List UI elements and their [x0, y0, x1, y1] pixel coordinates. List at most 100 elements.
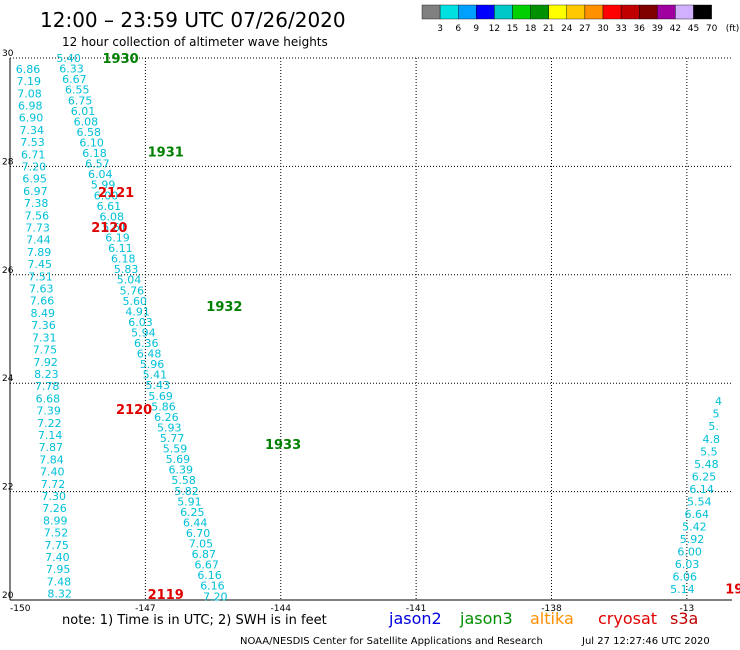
wave-height-value: 6.10 [79, 137, 104, 150]
wave-height-value: 6.90 [19, 112, 44, 125]
wave-height-value: 5.61 [102, 221, 127, 234]
wave-height-value: 5.42 [682, 521, 707, 534]
wave-height-value: 5.54 [687, 495, 712, 508]
colorbar-swatch [620, 4, 640, 20]
colorbar-tick-label: 70 [706, 24, 718, 34]
wave-height-value: 5.69 [148, 390, 173, 403]
colorbar-tick-label: 15 [507, 24, 518, 34]
wave-height-value: 6.86 [16, 63, 41, 76]
wave-height-value: 6.03 [675, 558, 700, 571]
colorbar-swatch [602, 4, 622, 20]
wave-height-value: 5.96 [140, 358, 165, 371]
grid [10, 57, 732, 601]
wave-height-value: 6.14 [689, 483, 714, 496]
colorbar-tick-label: 30 [597, 24, 609, 34]
wave-height-value: 7.63 [29, 283, 54, 296]
wave-height-value: 6.95 [22, 173, 47, 186]
wave-height-value: 5.14 [670, 583, 695, 596]
wave-height-value: 7.26 [42, 502, 67, 515]
colorbar-swatch [476, 4, 495, 20]
wave-height-value: 7.75 [44, 539, 69, 552]
wave-height-value: 7.36 [31, 319, 56, 332]
wave-height-value: 8.49 [30, 307, 55, 320]
wave-height-value: 5.5 [700, 445, 718, 458]
wave-height-value: 6.16 [197, 569, 222, 582]
wave-height-value: 7.84 [39, 453, 64, 466]
colorbar-unit: (ft) [726, 24, 740, 34]
x-tick-label: -138 [541, 604, 562, 614]
wave-height-value: 6.33 [59, 63, 84, 76]
wave-height-value: 7.95 [46, 563, 71, 576]
pass-time-label: 1932 [206, 300, 242, 315]
wave-height-value: 7.66 [30, 295, 55, 308]
wave-height-value: 6.19 [105, 231, 130, 244]
colorbar-swatch [512, 4, 531, 20]
y-tick-label: 28 [2, 157, 14, 167]
wave-height-value: 6.97 [23, 185, 48, 198]
wave-height-value: 5.99 [91, 179, 116, 192]
wave-height-value: 6.57 [85, 158, 110, 171]
wave-height-value: 7.44 [26, 234, 51, 247]
pass-time-label: 1930 [103, 52, 139, 67]
wave-height-value: 6.08 [100, 210, 125, 223]
colorbar-tick-label: 6 [455, 24, 461, 34]
colorbar-tick-label: 27 [579, 24, 590, 34]
footer-credit: NOAA/NESDIS Center for Satellite Applica… [240, 636, 543, 647]
colorbar-swatch [693, 4, 712, 20]
wave-height-value: 8.99 [43, 514, 68, 527]
pass-time-label: 19 [725, 583, 740, 598]
wave-height-value: 7.89 [27, 246, 52, 259]
colorbar-swatch [675, 4, 694, 20]
wave-height-value: 6.18 [111, 253, 136, 266]
wave-height-value: 5 [713, 408, 720, 421]
wave-height-value: 7.34 [19, 124, 44, 137]
wave-height-value: 5.92 [680, 533, 705, 546]
wave-height-value: 7.20 [203, 590, 228, 603]
legend-item-cryosat: cryosat [598, 609, 657, 628]
wave-height-value: 5.04 [117, 274, 142, 287]
wave-height-value: 6.11 [108, 242, 133, 255]
wave-height-value: 7.05 [189, 538, 214, 551]
x-tick-label: -147 [135, 604, 155, 614]
wave-height-value: 7.87 [39, 441, 64, 454]
wave-height-values: 5.406.336.676.556.756.016.086.586.106.18… [16, 52, 722, 603]
wave-height-value: 5.83 [114, 263, 139, 276]
wave-height-value: 5.82 [174, 485, 199, 498]
wave-height-value: 5.69 [166, 453, 191, 466]
wave-height-value: 7.39 [36, 405, 61, 418]
wave-height-value: 6.01 [71, 105, 96, 118]
wave-height-value: 6.00 [677, 546, 702, 559]
colorbar-tick-label: 36 [633, 24, 645, 34]
wave-height-value: 6.71 [21, 148, 46, 161]
wave-height-value: 7.45 [28, 258, 53, 271]
wave-height-value: 6.03 [128, 316, 153, 329]
x-tick-label: -141 [406, 604, 426, 614]
colorbar-tick-label: 21 [543, 24, 554, 34]
wave-height-value: 6.70 [186, 527, 211, 540]
x-tick-label: -150 [10, 604, 31, 614]
wave-height-value: 5.91 [177, 495, 202, 508]
pass-time-label: 1931 [148, 145, 184, 160]
wave-height-value: 7.56 [25, 209, 50, 222]
colorbar-tick-label: 9 [473, 24, 479, 34]
pass-time-label: 2121 [98, 186, 134, 201]
wave-height-value: 6.67 [194, 559, 219, 572]
colorbar-tick-label: 12 [489, 24, 500, 34]
colorbar-tick-label: 3 [437, 24, 443, 34]
wave-height-value: 6.58 [77, 126, 102, 139]
colorbar: 3 6 9 12 15 18 21 24 27 30 33 36 39 42 45 70 (ft) [421, 4, 740, 34]
axes: 20 22 24 26 28 30 -150 -147 -144 -141 -138 -13 [2, 49, 732, 614]
colorbar-swatch [530, 4, 549, 20]
wave-height-value: 7.31 [32, 331, 57, 344]
wave-height-value: 6.48 [137, 348, 162, 361]
pass-time-label: 2120 [91, 221, 127, 236]
chart-title: 12:00 – 23:59 UTC 07/26/2020 [40, 8, 346, 32]
colorbar-swatch [494, 4, 513, 20]
colorbar-swatch [548, 4, 568, 20]
wave-height-value: 6.18 [82, 147, 107, 160]
wave-height-value: 5.76 [120, 284, 145, 297]
wave-height-value: 6.75 [68, 94, 93, 107]
colorbar-swatch [566, 4, 586, 20]
wave-height-value: 6.06 [673, 571, 698, 584]
